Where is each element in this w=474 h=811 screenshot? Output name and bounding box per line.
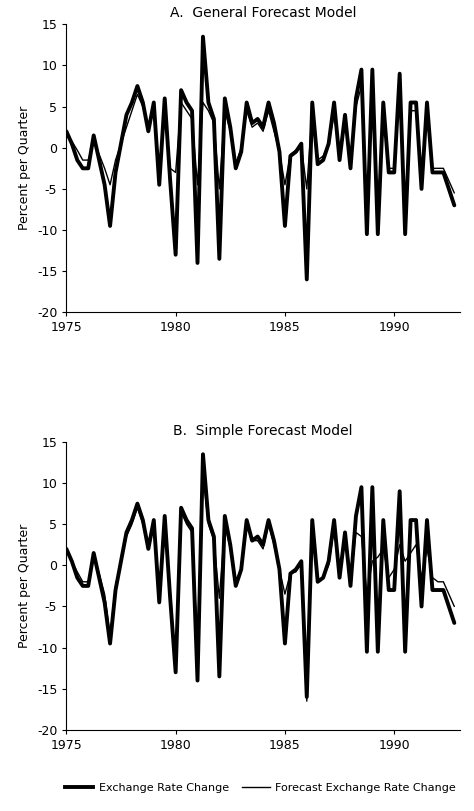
Title: A.  General Forecast Model: A. General Forecast Model <box>170 6 356 20</box>
Title: B.  Simple Forecast Model: B. Simple Forecast Model <box>173 424 353 438</box>
Y-axis label: Percent per Quarter: Percent per Quarter <box>18 106 31 230</box>
Legend: Exchange Rate Change, Forecast Exchange Rate Change: Exchange Rate Change, Forecast Exchange … <box>61 779 461 797</box>
Y-axis label: Percent per Quarter: Percent per Quarter <box>18 524 31 648</box>
